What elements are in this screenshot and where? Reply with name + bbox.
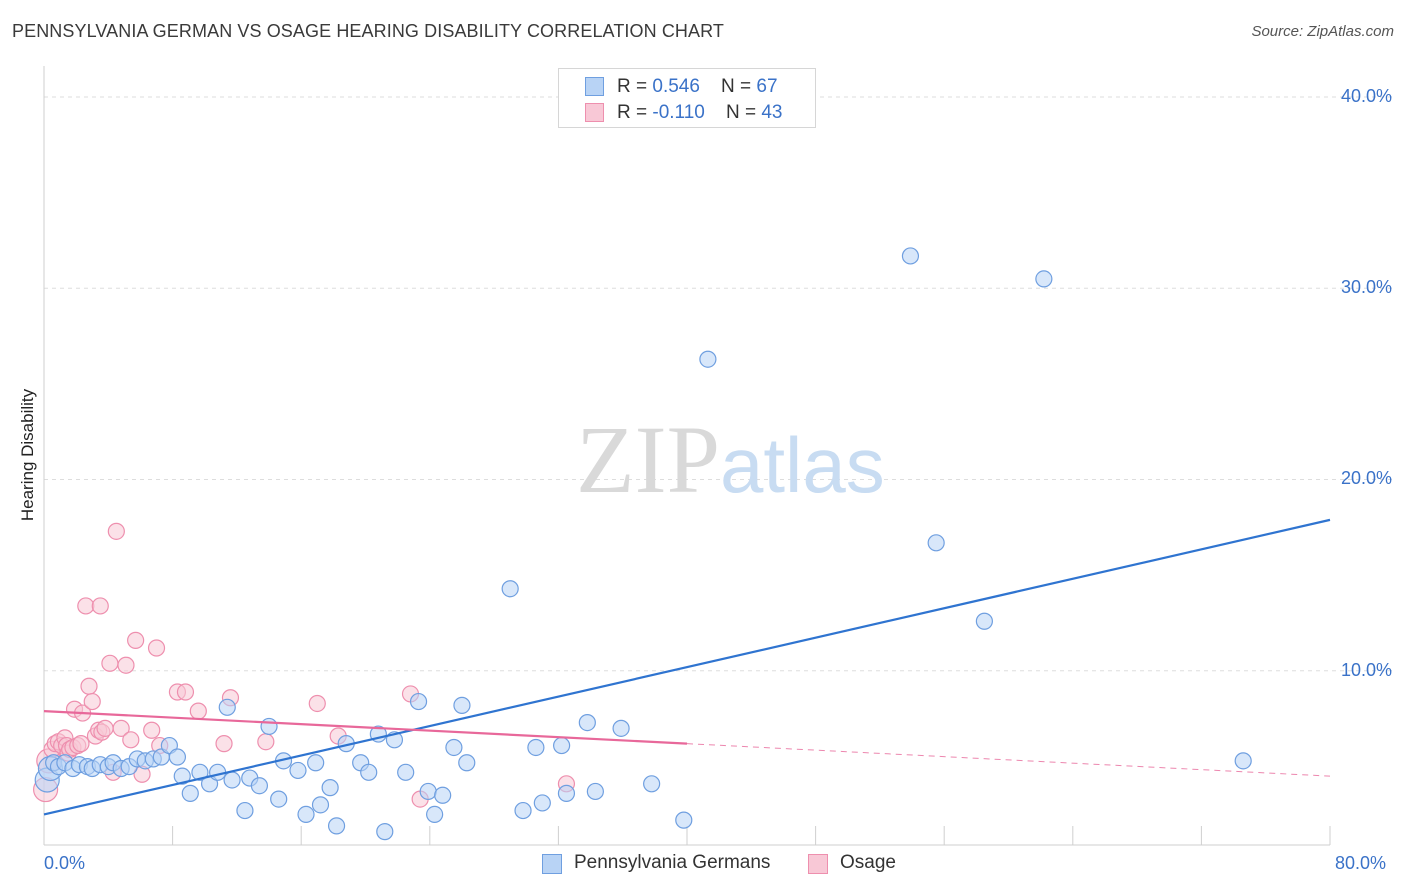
watermark-atlas: atlas — [720, 421, 885, 509]
osage-point — [127, 631, 145, 649]
watermark-zip: ZIP — [576, 406, 720, 513]
pennsylvania-germans-point — [168, 748, 187, 766]
osage-point — [77, 597, 95, 615]
pennsylvania-germans-point — [901, 247, 920, 265]
pennsylvania-germans-point — [612, 719, 630, 737]
osage-point — [101, 654, 119, 672]
osage-point — [80, 677, 98, 695]
legend-r-label: R = — [617, 76, 653, 97]
osage-point — [176, 683, 195, 701]
pennsylvania-germans-point — [514, 801, 532, 820]
pennsylvania-germans-point — [1035, 270, 1053, 288]
x-tick-label-min: 0.0% — [44, 853, 86, 873]
pennsylvania-germans-point — [321, 779, 339, 797]
pennsylvania-germans-point — [675, 811, 693, 829]
pennsylvania-germans-point — [586, 782, 604, 801]
pennsylvania-germans-point — [327, 817, 346, 835]
legend-swatch-pink — [585, 103, 604, 122]
osage-point — [72, 735, 90, 753]
pennsylvania-germans-point — [360, 763, 378, 781]
pennsylvania-germans-points — [34, 247, 1252, 841]
bottom-legend-swatch-pink — [808, 854, 828, 874]
pennsylvania-germans-point — [458, 754, 476, 772]
legend-n-value: 43 — [761, 102, 783, 123]
osage-trendline — [43, 710, 688, 745]
legend-n-label: N = — [721, 76, 757, 97]
legend-r-value: 0.546 — [652, 76, 700, 97]
pennsylvania-germans-point — [250, 777, 269, 795]
pennsylvania-germans-point — [311, 796, 330, 814]
x-tick-label-max: 80.0% — [1335, 853, 1387, 873]
pennsylvania-germans-point — [181, 784, 199, 802]
y-tick-label-20: 20.0% — [1340, 468, 1392, 488]
pennsylvania-germans-point — [376, 823, 394, 841]
pennsylvania-germans-point — [270, 790, 288, 808]
osage-trendline-extension — [686, 743, 1331, 777]
chart-title: PENNSYLVANIA GERMAN VS OSAGE HEARING DIS… — [12, 21, 724, 41]
osage-point — [147, 639, 166, 657]
y-tick-label-10: 10.0% — [1340, 660, 1392, 680]
y-tick-label-30: 30.0% — [1340, 277, 1392, 297]
pennsylvania-germans-point — [419, 782, 437, 801]
pennsylvania-germans-point — [445, 738, 463, 757]
legend-n-label: N = — [725, 102, 762, 123]
osage-point — [308, 694, 326, 713]
osage-point — [257, 733, 275, 751]
y-tick-label-40: 40.0% — [1340, 86, 1392, 106]
pennsylvania-germans-point — [1234, 752, 1252, 770]
pennsylvania-germans-point — [173, 767, 191, 785]
y-axis-label: Hearing Disability — [18, 388, 37, 522]
pennsylvania-germans-point — [578, 713, 596, 732]
osage-point — [189, 702, 207, 720]
trendlines — [43, 518, 1331, 816]
pennsylvania-germans-point — [527, 738, 545, 757]
pennsylvania-germans-point — [397, 763, 415, 781]
osage-point — [107, 522, 125, 540]
pennsylvania-germans-point — [307, 754, 325, 772]
pennsylvania-germans-point — [453, 696, 471, 714]
legend-r-value: -0.110 — [652, 102, 705, 123]
osage-point — [143, 721, 161, 739]
pennsylvania-germans-point — [218, 698, 236, 716]
osage-point — [215, 735, 233, 753]
axes — [43, 66, 1331, 846]
pennsylvania-germans-trendline — [43, 518, 1331, 816]
pennsylvania-germans-point — [699, 350, 717, 368]
pennsylvania-germans-point — [501, 580, 519, 598]
pennsylvania-germans-point — [297, 805, 315, 824]
pennsylvania-germans-point — [409, 692, 428, 711]
osage-point — [112, 719, 130, 737]
osage-point — [122, 731, 140, 749]
legend-r-label: R = — [617, 102, 653, 123]
osage-point — [91, 597, 109, 615]
pennsylvania-germans-point — [553, 736, 571, 755]
legend-swatch-blue — [585, 77, 604, 96]
osage-point — [117, 656, 135, 674]
pennsylvania-germans-point — [557, 784, 576, 802]
bottom-legend-label: Osage — [840, 852, 896, 873]
pennsylvania-germans-point — [927, 534, 945, 552]
pennsylvania-germans-point — [236, 801, 254, 820]
osage-point — [83, 692, 101, 711]
pennsylvania-germans-point — [434, 786, 452, 804]
pennsylvania-germans-point — [260, 717, 278, 736]
bottom-legend-swatch-blue — [542, 854, 562, 874]
pennsylvania-germans-point — [223, 771, 241, 789]
pennsylvania-germans-point — [426, 805, 444, 824]
pennsylvania-germans-point — [289, 761, 307, 780]
source-credit: Source: ZipAtlas.com — [1251, 23, 1394, 40]
legend-n-value: 67 — [756, 76, 778, 97]
bottom-legend-label: Pennsylvania Germans — [574, 852, 771, 873]
pennsylvania-germans-point — [191, 763, 209, 781]
pennsylvania-germans-point — [533, 794, 551, 812]
pennsylvania-germans-point — [975, 612, 993, 630]
correlation-legend: R = 0.546 N = 67 R = -0.110 N = 43 — [558, 68, 816, 128]
gridlines — [44, 96, 1392, 672]
pennsylvania-germans-point — [643, 775, 661, 793]
osage-point — [96, 719, 114, 737]
